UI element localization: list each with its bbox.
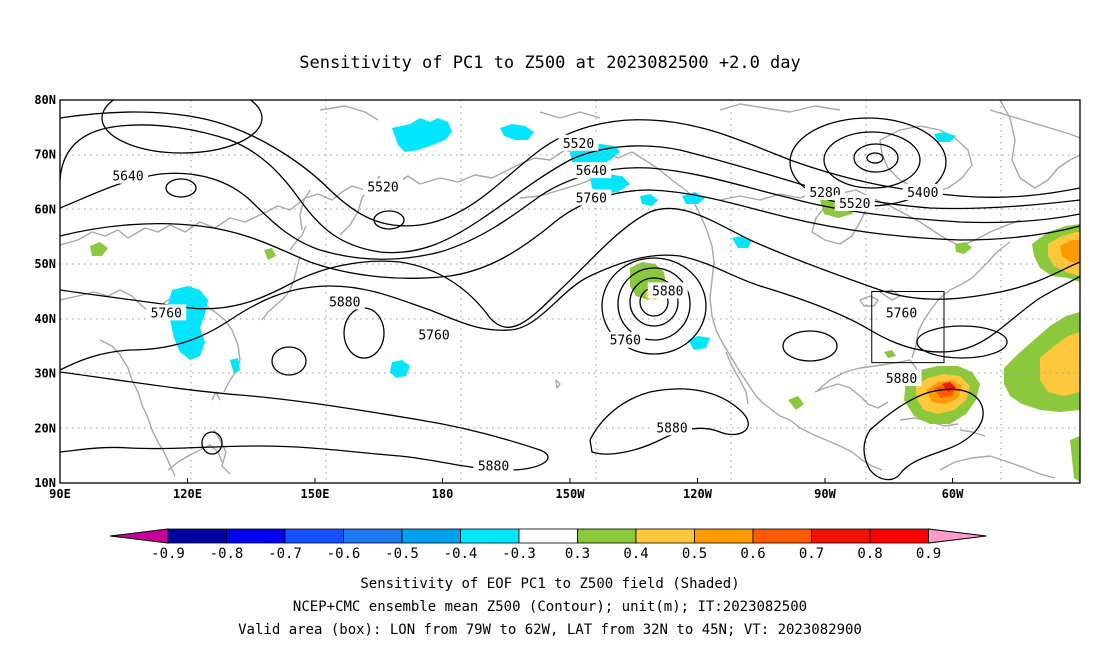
colorbar-over-triangle — [928, 528, 987, 544]
contour-label: 5880 — [656, 421, 687, 436]
latitude-labels: 80N 70N 60N 50N 40N 30N 20N 10N — [34, 93, 56, 490]
colorbar-tick-label: 0.5 — [682, 546, 707, 562]
contour-label-bg — [605, 331, 646, 348]
figure-title: Sensitivity of PC1 to Z500 at 2023082500… — [299, 53, 801, 73]
lon-tick-label: 60W — [942, 487, 964, 501]
colorbar-tick-label: -0.7 — [268, 546, 302, 562]
colorbar-swatch — [869, 528, 929, 544]
contour-label-bg — [473, 457, 514, 474]
colorbar-swatch — [518, 528, 578, 544]
caption-line-1: Sensitivity of EOF PC1 to Z500 field (Sh… — [360, 576, 739, 592]
colorbar-tick-label: 0.3 — [565, 546, 590, 562]
colorbar-tick-label: 0.9 — [916, 546, 941, 562]
colorbar-tick-label: -0.9 — [151, 546, 185, 562]
contour-label: 5520 — [839, 197, 870, 212]
colorbar-swatch — [694, 528, 754, 544]
lat-tick-label: 30N — [34, 367, 56, 381]
contour-label-bg — [881, 304, 922, 321]
lat-tick-label: 80N — [34, 93, 56, 107]
colorbar-swatch — [635, 528, 695, 544]
contour-label: 5880 — [329, 295, 360, 310]
contour-label-bg — [324, 293, 365, 310]
contour-label: 5760 — [576, 191, 607, 206]
colorbar-tick-label: -0.3 — [502, 546, 536, 562]
valid-area-box — [871, 291, 945, 364]
colorbar-tick-label: 0.6 — [740, 546, 765, 562]
colorbar-swatch — [167, 528, 227, 544]
lon-tick-label: 120E — [173, 487, 202, 501]
colorbar-swatch — [460, 528, 520, 544]
contour-label-bg — [108, 167, 148, 184]
contour-label: 5880 — [652, 285, 683, 300]
lat-tick-label: 70N — [34, 148, 56, 162]
lat-tick-label: 20N — [34, 421, 56, 435]
contour-label: 5640 — [576, 164, 607, 179]
longitude-labels: 90E 120E 150E 180 150W 120W 90W 60W — [49, 478, 964, 501]
contour-label-bg — [414, 326, 454, 343]
contour-label-bg — [363, 178, 403, 195]
contour-label-bg — [902, 184, 943, 201]
z500-contours — [60, 100, 1080, 481]
lat-tick-label: 50N — [34, 257, 56, 271]
lat-tick-label: 10N — [34, 476, 56, 490]
colorbar-tick-label: -0.6 — [327, 546, 361, 562]
contour-label-bg — [571, 189, 612, 206]
contour-label-bg — [881, 370, 922, 387]
caption-line-2: NCEP+CMC ensemble mean Z500 (Contour); u… — [293, 599, 807, 615]
colorbar-swatch — [577, 528, 637, 544]
contour-label: 5760 — [151, 306, 182, 321]
contour-label-bg — [571, 162, 612, 179]
colorbar-swatch — [811, 528, 871, 544]
lon-tick-label: 150E — [301, 487, 330, 501]
contour-label: 5760 — [610, 334, 641, 349]
colorbar-swatch — [401, 528, 461, 544]
contour-label: 5760 — [418, 328, 449, 343]
colorbar-swatch — [343, 528, 403, 544]
contour-label-bg — [558, 134, 599, 151]
colorbar-tick-label: -0.4 — [444, 546, 478, 562]
colorbar-swatch — [284, 528, 344, 544]
colorbar-tick-label: 0.8 — [857, 546, 882, 562]
colorbar-tick-label: -0.5 — [385, 546, 419, 562]
contour-label: 5880 — [478, 460, 509, 475]
lon-tick-label: 150W — [556, 487, 586, 501]
contour-label-bg — [146, 304, 187, 321]
contour-label-bg — [647, 282, 688, 299]
colorbar-tick-label: 0.7 — [799, 546, 824, 562]
lon-tick-label: 120W — [683, 487, 713, 501]
caption-line-3: Valid area (box): LON from 79W to 62W, L… — [238, 622, 862, 638]
contour-label: 5280 — [809, 186, 840, 201]
contour-label-bg — [834, 194, 875, 211]
lat-tick-label: 40N — [34, 312, 56, 326]
colorbar-swatch — [226, 528, 286, 544]
lon-tick-label: 90W — [814, 487, 836, 501]
colorbar-tick-label: -0.8 — [210, 546, 244, 562]
contour-label-bg — [652, 419, 692, 436]
lon-tick-label: 180 — [432, 487, 454, 501]
contour-label: 5760 — [886, 306, 917, 321]
lon-tick-label: 90E — [49, 487, 71, 501]
lat-tick-label: 60N — [34, 202, 56, 216]
colorbar-swatch — [752, 528, 812, 544]
contour-label: 5520 — [367, 181, 398, 196]
graticule — [60, 100, 1080, 483]
contour-label: 5520 — [563, 137, 594, 152]
colorbar-tick-label: 0.4 — [623, 546, 648, 562]
colorbar: -0.9 -0.8 -0.7 -0.6 -0.5 -0.4 -0.3 0.3 0.4 0.5 0.6… — [109, 528, 987, 562]
contour-label: 5400 — [907, 186, 938, 201]
contour-label: 5640 — [112, 170, 143, 185]
contour-label: 5880 — [886, 372, 917, 387]
